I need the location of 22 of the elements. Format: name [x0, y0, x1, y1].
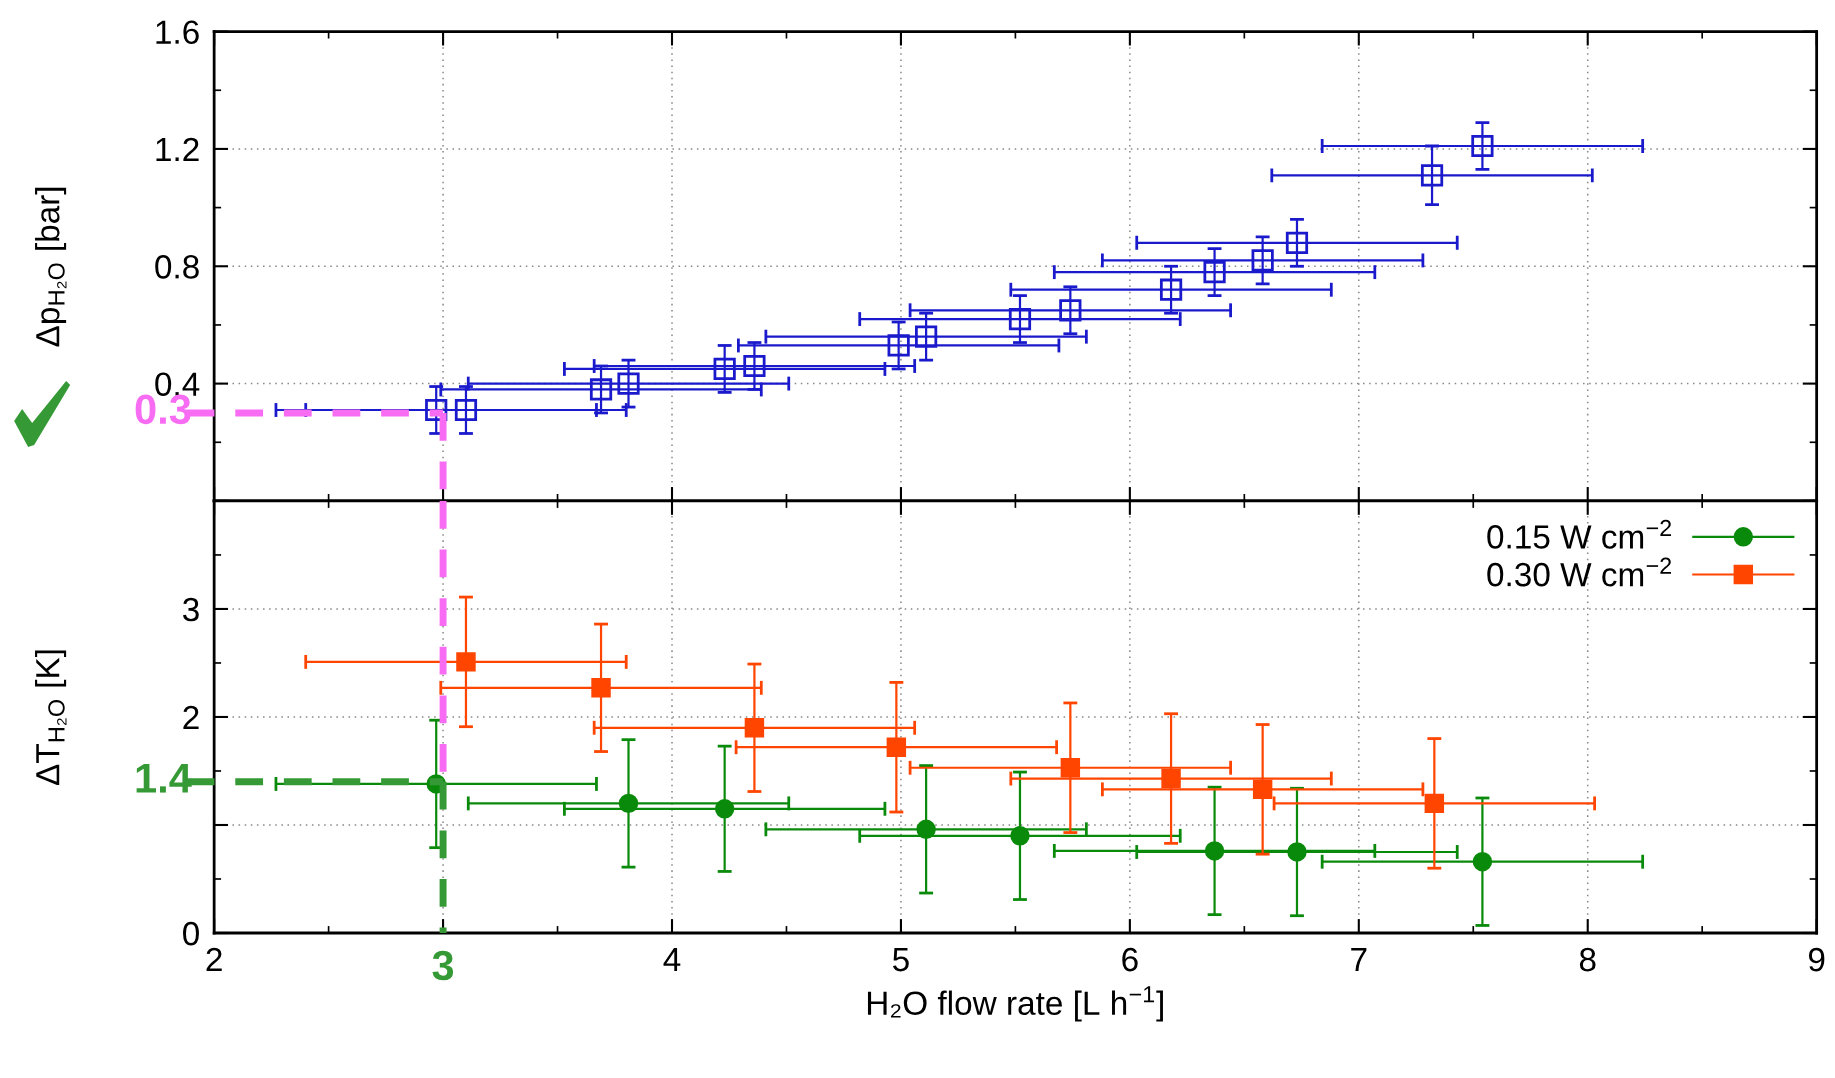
y-axis-title: Δp$_{H₂O}$ [bar]	[35, 187, 67, 347]
y-tick-label: 3	[182, 597, 199, 622]
legend-label: 0.30 W cm$^{−2}$	[1487, 557, 1672, 587]
y-tick-label: 2	[183, 705, 199, 730]
x-tick-label: 4	[663, 948, 681, 972]
y-tick-label: 0.4	[155, 372, 200, 397]
y-tick-label: 1.2	[156, 137, 199, 161]
y-axis-title: ΔT$_{H₂O}$ [K]	[35, 650, 67, 785]
x-tick-label: 6	[1122, 947, 1138, 972]
x-tick-label: 2	[206, 947, 222, 972]
y-tick-label: 0.8	[155, 255, 199, 279]
ref-line-label: 3	[432, 950, 454, 981]
x-tick-label: 8	[1579, 947, 1596, 972]
y-tick-label: 0	[183, 921, 199, 946]
y-tick-label: 1.6	[156, 20, 199, 44]
legend-label: 0.15 W cm$^{−2}$	[1487, 519, 1672, 549]
x-tick-label: 5	[893, 948, 909, 972]
x-tick-label: 9	[1808, 947, 1825, 972]
x-axis-title: H₂O flow rate [L h$^{−1}$]	[867, 986, 1163, 1022]
ref-line-label: 0.3	[135, 394, 191, 425]
ref-line-label: 1.4	[136, 763, 192, 793]
x-tick-label: 7	[1351, 948, 1367, 972]
